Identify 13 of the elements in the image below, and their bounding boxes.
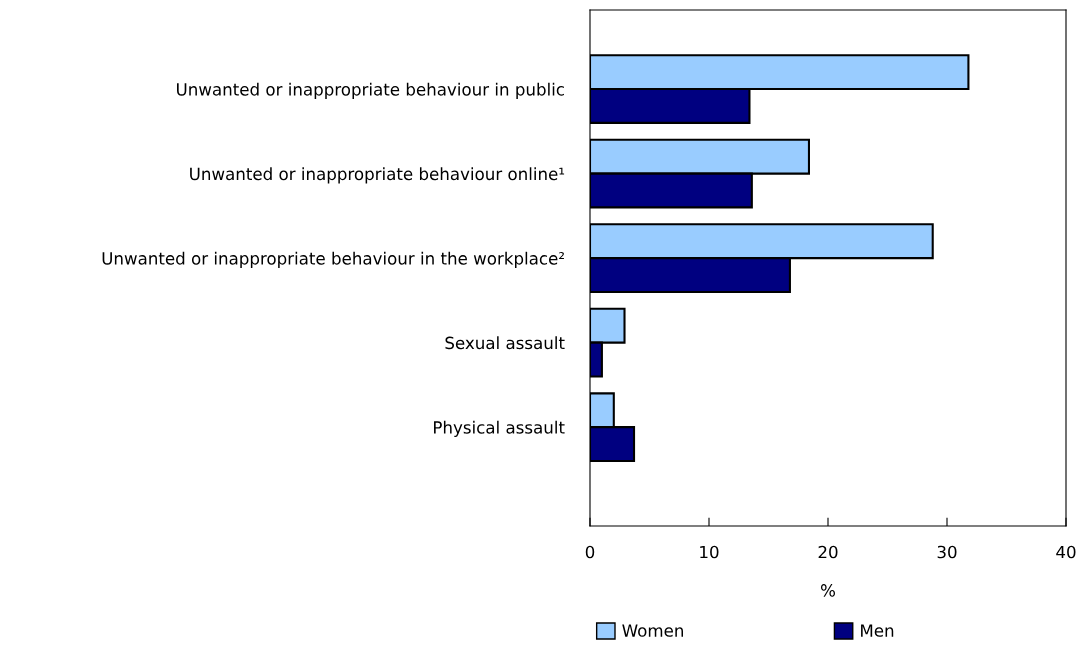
y-tick-label: Unwanted or inappropriate behaviour online¹: [190, 167, 565, 184]
x-tick-label: 0: [585, 545, 595, 559]
legend-label: Men: [861, 624, 894, 637]
x-tick-label: 10: [700, 545, 719, 559]
x-tick-label: 30: [937, 545, 957, 559]
y-tick-label: Unwanted or inappropriate behaviour in the workplace²: [102, 251, 564, 268]
x-axis-title: %: [821, 584, 835, 597]
y-tick-label: Unwanted or inappropriate behaviour in public: [177, 82, 564, 99]
x-tick-label: 40: [1056, 545, 1076, 559]
y-tick-label: Physical assault: [434, 420, 565, 437]
x-tick-label: 20: [818, 545, 838, 559]
legend-label: Women: [622, 624, 683, 637]
y-tick-label: Sexual assault: [445, 336, 565, 350]
